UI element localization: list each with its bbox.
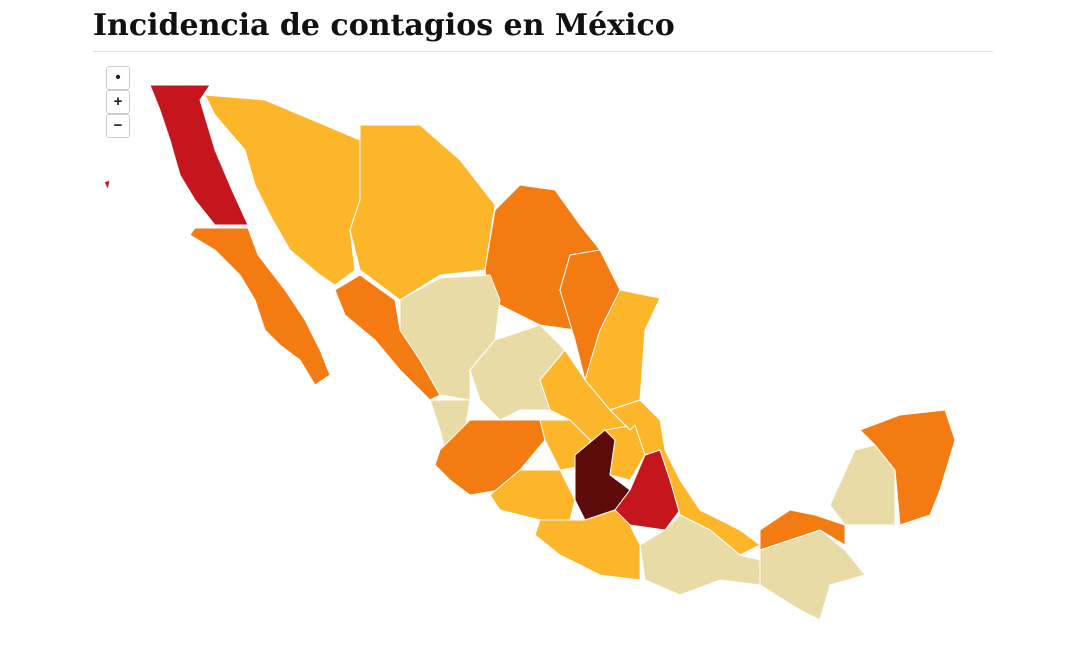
state [534, 509, 641, 581]
state [189, 227, 331, 386]
state [103, 179, 111, 191]
state [149, 84, 249, 226]
state [469, 324, 566, 421]
state [859, 409, 956, 526]
state [349, 124, 496, 301]
state [759, 529, 866, 621]
map-title: Incidencia de contagios en México [93, 8, 675, 43]
states [103, 84, 956, 621]
zoom-in-button[interactable]: + [106, 90, 130, 114]
zoom-out-button[interactable]: − [106, 114, 130, 138]
zoom-reset-button[interactable]: • [106, 66, 130, 90]
title-rule [93, 51, 993, 52]
state [759, 509, 846, 551]
state [489, 469, 576, 521]
